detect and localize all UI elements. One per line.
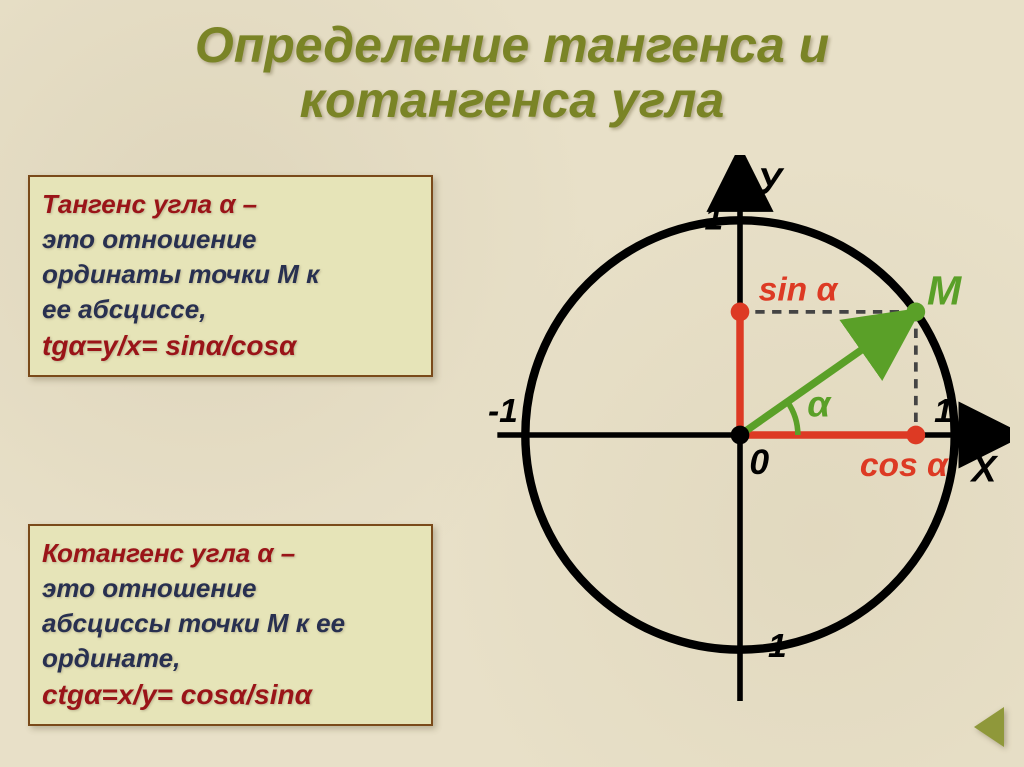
point-M bbox=[907, 303, 926, 322]
label-origin: 0 bbox=[749, 442, 769, 482]
definition-box-cotangent: Котангенс угла α – это отношение абсцисс… bbox=[28, 524, 433, 726]
box2-heading: Котангенс угла α – bbox=[42, 538, 295, 568]
label-m1-bottom: -1 bbox=[757, 628, 787, 665]
box2-body3: ординате, bbox=[42, 643, 180, 673]
label-1-top: 1 bbox=[705, 201, 724, 238]
label-m1-left: -1 bbox=[488, 393, 518, 430]
box1-heading: Тангенс угла α – bbox=[42, 189, 257, 219]
box1-body2: ординаты точки M к bbox=[42, 259, 319, 289]
label-y-axis: У bbox=[757, 160, 785, 202]
angle-arc bbox=[787, 402, 797, 435]
label-sin: sin α bbox=[759, 272, 839, 309]
label-alpha: α bbox=[807, 382, 832, 424]
box1-body3: ее абсциссе, bbox=[42, 294, 206, 324]
page-title: Определение тангенса и котангенса угла bbox=[0, 0, 1024, 128]
box1-body1: это отношение bbox=[42, 224, 256, 254]
label-cos: cos α bbox=[860, 447, 949, 484]
box2-body1: это отношение bbox=[42, 573, 256, 603]
title-line1: Определение тангенса и bbox=[195, 17, 829, 73]
sin-point bbox=[731, 303, 750, 322]
label-M: M bbox=[927, 267, 962, 313]
unit-circle-diagram: У Х M 0 1 1 -1 -1 sin α cos α α bbox=[470, 155, 1010, 715]
prev-slide-button[interactable] bbox=[974, 707, 1004, 747]
box2-body2: абсциссы точки M к ее bbox=[42, 608, 345, 638]
title-line2: котангенса угла bbox=[300, 72, 725, 128]
origin-point bbox=[731, 426, 750, 445]
definition-box-tangent: Тангенс угла α – это отношение ординаты … bbox=[28, 175, 433, 377]
label-1-right: 1 bbox=[934, 393, 953, 430]
box2-text: Котангенс угла α – это отношение абсцисс… bbox=[42, 536, 419, 714]
label-x-axis: Х bbox=[969, 448, 998, 490]
box1-formula: tgα=y/x= sinα/cosα bbox=[42, 330, 296, 361]
cos-point bbox=[907, 426, 926, 445]
box1-text: Тангенс угла α – это отношение ординаты … bbox=[42, 187, 419, 365]
box2-formula: ctgα=x/y= cosα/sinα bbox=[42, 679, 312, 710]
